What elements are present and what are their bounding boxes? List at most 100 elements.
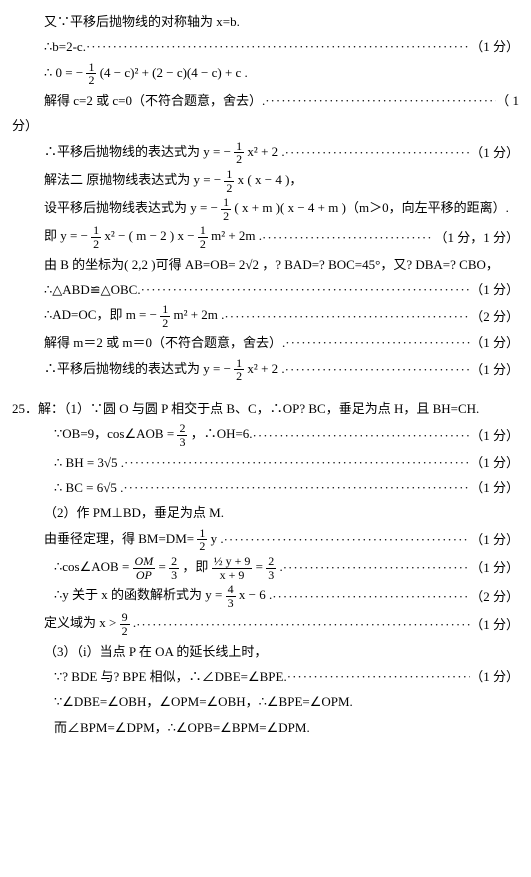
text: 由 B 的坐标为( 2,2 )可得 AB=OB= 2√2 ，? BAD=? BO… xyxy=(44,253,499,276)
text: 25．解：（1）∵圆 O 与圆 P 相交于点 B、C，∴OP? BC，垂足为点 … xyxy=(12,397,479,420)
marks: （1 分） xyxy=(470,613,519,636)
frag: ，即 xyxy=(182,559,211,574)
q25-chord: 由垂径定理，得 BM=DM= 12 y . （1 分） xyxy=(12,527,519,553)
text: ∴ BC = 6√5 . xyxy=(54,476,123,499)
frag: x − 6 . xyxy=(239,587,272,602)
frac-two-thirds: 23 xyxy=(169,555,179,581)
leader-dots xyxy=(224,528,471,551)
frac-half: 12 xyxy=(197,527,207,553)
marks: （1 分） xyxy=(470,278,519,301)
text: 设平移后抛物线表达式为 y = − 12 ( x + m )( x − 4 + … xyxy=(44,196,509,222)
text: ∵? BDE 与? BPE 相似，∴∠DBE=∠BPE. xyxy=(54,665,287,688)
frac-four-thirds: 43 xyxy=(226,583,236,609)
frag: x² + 2 . xyxy=(247,361,284,376)
leader-dots xyxy=(283,556,471,579)
text: ∴平移后抛物线的表达式为 y = − 12 x² + 2 . xyxy=(44,140,285,166)
frac-nine-half: 92 xyxy=(120,611,130,637)
marks: （1 分） xyxy=(470,424,519,447)
q25-func: ∴y 关于 x 的函数解析式为 y = 43 x − 6 . （2 分） xyxy=(12,583,519,609)
marks: （1 分） xyxy=(470,556,519,579)
frac-half: 12 xyxy=(234,357,244,383)
point-b-derive: 由 B 的坐标为( 2,2 )可得 AB=OB= 2√2 ，? BAD=? BO… xyxy=(12,253,519,276)
frac-complex: ½ y + 9x + 9 xyxy=(212,555,253,581)
q25-bh: ∴ BH = 3√5 . （1 分） xyxy=(12,451,519,474)
frag: m² + 2m . xyxy=(173,307,224,322)
text: ∴平移后抛物线的表达式为 y = − 12 x² + 2 . xyxy=(44,357,285,383)
frag: 即 y = − xyxy=(44,228,88,243)
frag: y . xyxy=(211,531,224,546)
frag: 解法二 原抛物线表达式为 y = − xyxy=(44,172,221,187)
q25-angles2: 而∠BPM=∠DPM，∴∠OPB=∠BPM=∠DPM. xyxy=(12,716,519,739)
step-b-eq: ∴b=2-c. （1 分） xyxy=(12,35,519,58)
q25-part2: （2）作 PM⊥BD，垂足为点 M. xyxy=(12,501,519,524)
frac-half: 12 xyxy=(221,196,231,222)
step-zero-eq: ∴ 0 = − 12 (4 − c)² + (2 − c)(4 − c) + c… xyxy=(12,61,519,87)
frac-half: 12 xyxy=(234,140,244,166)
text: ∴cos∠AOB = OMOP = 23 ，即 ½ y + 9x + 9 = 2… xyxy=(54,555,283,581)
text: 解法二 原抛物线表达式为 y = − 12 x ( x − 4 )， xyxy=(44,168,302,194)
frag: = xyxy=(256,559,267,574)
q25-angles1: ∵∠DBE=∠OBH，∠OPM=∠OBH，∴∠BPE=∠OPM. xyxy=(12,690,519,713)
triangle-congruent: ∴△ABD≌△OBC. （1 分） xyxy=(12,278,519,301)
leader-dots xyxy=(224,305,470,328)
frac-om-op: OMOP xyxy=(133,555,156,581)
frac-half: 12 xyxy=(198,224,208,250)
marks: （ 1 xyxy=(496,89,519,112)
text: ∵OB=9，cos∠AOB = 23 ，∴OH=6. xyxy=(54,422,253,448)
marks: （1 分） xyxy=(470,141,519,164)
frag: 由垂径定理，得 BM=DM= xyxy=(44,531,197,546)
text: 又∵平移后抛物线的对称轴为 x=b. xyxy=(44,10,240,33)
leader-dots xyxy=(285,331,470,354)
text: 由垂径定理，得 BM=DM= 12 y . xyxy=(44,527,224,553)
text: （3）（i）当点 P 在 OA 的延长线上时， xyxy=(44,640,267,663)
leader-dots xyxy=(287,665,471,688)
text: 解得 m＝2 或 m＝0（不符合题意，舍去）. xyxy=(44,331,285,354)
leader-dots xyxy=(265,89,496,112)
marks: （2 分） xyxy=(470,585,519,608)
leader-dots xyxy=(285,358,471,381)
frac-two-thirds: 23 xyxy=(177,422,187,448)
parabola-result2: ∴平移后抛物线的表达式为 y = − 12 x² + 2 . （1 分） xyxy=(12,357,519,383)
frag: ，∴OH=6. xyxy=(191,427,253,442)
solve-m: 解得 m＝2 或 m＝0（不符合题意，舍去）. （1 分） xyxy=(12,331,519,354)
q25-header: 25．解：（1）∵圆 O 与圆 P 相交于点 B、C，∴OP? BC，垂足为点 … xyxy=(12,397,519,420)
marks: （1 分） xyxy=(470,665,519,688)
frac-half: 12 xyxy=(91,224,101,250)
frag: ∵OB=9，cos∠AOB = xyxy=(54,427,177,442)
text: ∴y 关于 x 的函数解析式为 y = 43 x − 6 . xyxy=(54,583,272,609)
method2-expanded: 即 y = − 12 x² − ( m − 2 ) x − 12 m² + 2m… xyxy=(12,224,519,250)
frag: 定义域为 x > xyxy=(44,615,120,630)
step-axis: 又∵平移后抛物线的对称轴为 x=b. xyxy=(12,10,519,33)
frag: 设平移后抛物线表达式为 y = − xyxy=(44,200,218,215)
marks: （1 分） xyxy=(470,476,519,499)
leader-dots xyxy=(123,476,470,499)
text: ∴ BH = 3√5 . xyxy=(54,451,124,474)
q25-ob: ∵OB=9，cos∠AOB = 23 ，∴OH=6. （1 分） xyxy=(12,422,519,448)
leader-dots xyxy=(253,424,471,447)
marks: （1 分） xyxy=(470,528,519,551)
frag: x² − ( m − 2 ) x − xyxy=(104,228,197,243)
text: 分） xyxy=(12,114,38,137)
leader-dots xyxy=(262,226,434,249)
leader-dots xyxy=(285,141,471,164)
text: （2）作 PM⊥BD，垂足为点 M. xyxy=(44,501,224,524)
text: ∴AD=OC，即 m = − 12 m² + 2m . xyxy=(44,303,224,329)
q25-bc: ∴ BC = 6√5 . （1 分） xyxy=(12,476,519,499)
text: 定义域为 x > 92 . xyxy=(44,611,136,637)
marks: （1 分） xyxy=(470,35,519,58)
frac-half: 12 xyxy=(86,61,96,87)
step-solve-c-wrap: 分） xyxy=(12,114,519,137)
step-solve-c: 解得 c=2 或 c=0（不符合题意，舍去）. （ 1 xyxy=(12,89,519,112)
q25-domain: 定义域为 x > 92 . （1 分） xyxy=(12,611,519,637)
marks: （1 分） xyxy=(470,331,519,354)
frac-half: 12 xyxy=(224,168,234,194)
marks: （1 分，1 分） xyxy=(434,226,519,249)
marks: （1 分） xyxy=(470,358,519,381)
text: ∴ 0 = − 12 (4 − c)² + (2 − c)(4 − c) + c… xyxy=(44,61,248,87)
text: ∵∠DBE=∠OBH，∠OPM=∠OBH，∴∠BPE=∠OPM. xyxy=(54,690,353,713)
marks: （2 分） xyxy=(470,305,519,328)
step-parabola-result: ∴平移后抛物线的表达式为 y = − 12 x² + 2 . （1 分） xyxy=(12,140,519,166)
leader-dots xyxy=(272,585,470,608)
frag: ∴AD=OC，即 m = − xyxy=(44,307,157,322)
leader-dots xyxy=(136,613,470,636)
